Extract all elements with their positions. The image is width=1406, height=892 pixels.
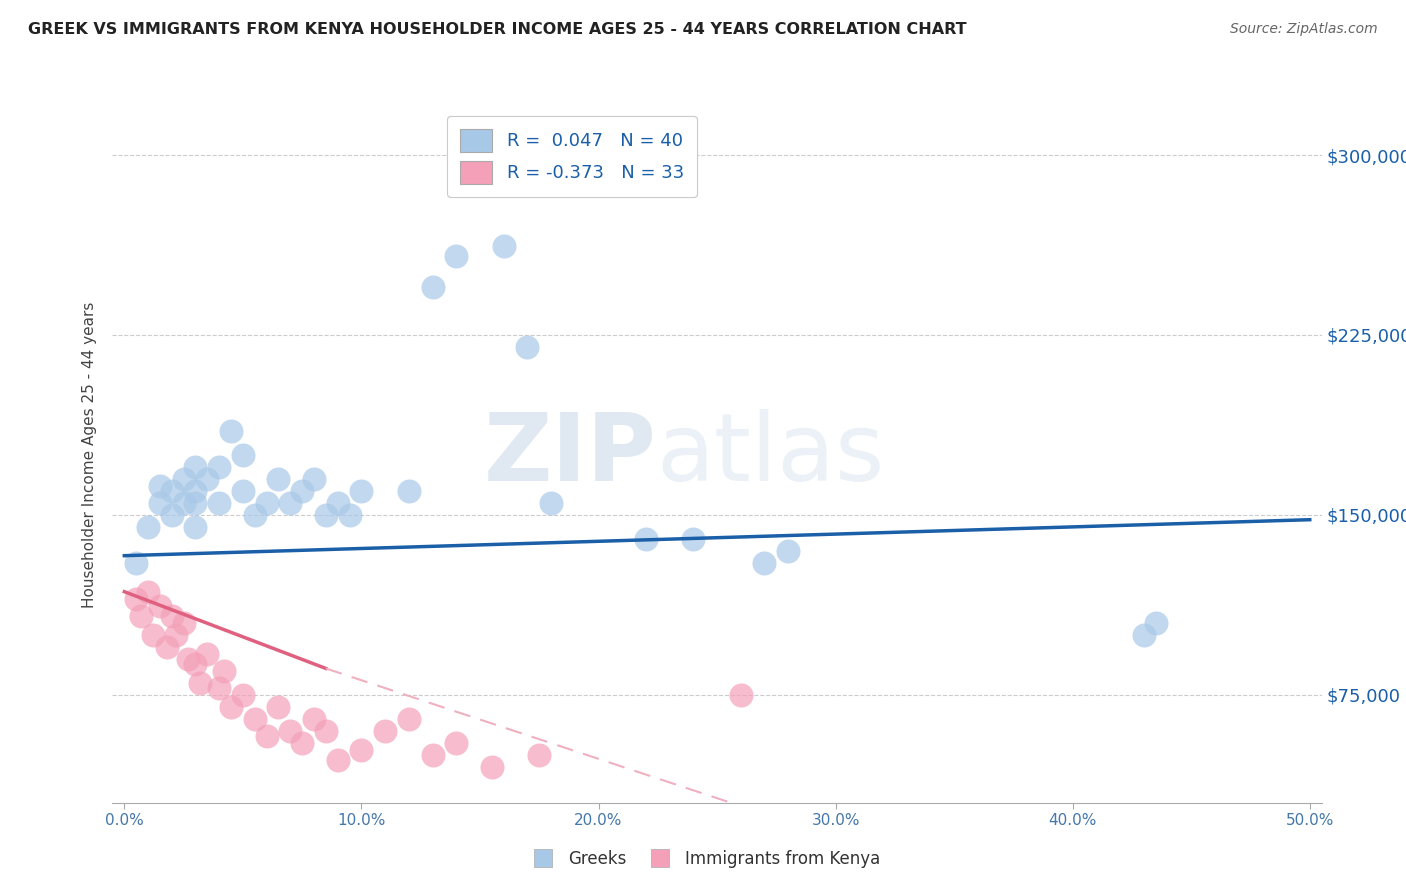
- Point: [149, 479, 172, 493]
- Point: [173, 496, 195, 510]
- Text: GREEK VS IMMIGRANTS FROM KENYA HOUSEHOLDER INCOME AGES 25 - 44 YEARS CORRELATION: GREEK VS IMMIGRANTS FROM KENYA HOUSEHOLD…: [28, 22, 967, 37]
- Point: [173, 615, 195, 630]
- Text: Source: ZipAtlas.com: Source: ZipAtlas.com: [1230, 22, 1378, 37]
- Point: [529, 747, 551, 762]
- Point: [278, 723, 301, 738]
- Point: [267, 699, 290, 714]
- Point: [149, 496, 172, 510]
- Point: [160, 483, 183, 498]
- Point: [516, 340, 538, 354]
- Point: [243, 712, 266, 726]
- Point: [156, 640, 179, 654]
- Point: [184, 520, 207, 534]
- Point: [350, 743, 373, 757]
- Point: [232, 688, 254, 702]
- Point: [219, 699, 242, 714]
- Point: [166, 628, 188, 642]
- Point: [278, 496, 301, 510]
- Point: [422, 747, 444, 762]
- Point: [125, 556, 148, 570]
- Y-axis label: Householder Income Ages 25 - 44 years: Householder Income Ages 25 - 44 years: [82, 301, 97, 608]
- Point: [446, 736, 468, 750]
- Point: [160, 608, 183, 623]
- Legend: Greeks, Immigrants from Kenya: Greeks, Immigrants from Kenya: [520, 844, 886, 875]
- Point: [291, 736, 314, 750]
- Point: [177, 652, 200, 666]
- Point: [184, 483, 207, 498]
- Point: [350, 483, 373, 498]
- Legend: R =  0.047   N = 40, R = -0.373   N = 33: R = 0.047 N = 40, R = -0.373 N = 33: [447, 116, 697, 197]
- Point: [149, 599, 172, 613]
- Point: [125, 591, 148, 606]
- Point: [315, 723, 337, 738]
- Point: [256, 496, 278, 510]
- Point: [398, 483, 420, 498]
- Text: ZIP: ZIP: [484, 409, 657, 501]
- Point: [184, 459, 207, 474]
- Point: [682, 532, 704, 546]
- Point: [302, 712, 325, 726]
- Point: [256, 729, 278, 743]
- Point: [754, 556, 776, 570]
- Point: [195, 472, 218, 486]
- Point: [173, 472, 195, 486]
- Point: [302, 472, 325, 486]
- Point: [243, 508, 266, 522]
- Point: [398, 712, 420, 726]
- Point: [142, 628, 165, 642]
- Point: [730, 688, 752, 702]
- Point: [188, 676, 211, 690]
- Point: [136, 520, 159, 534]
- Point: [195, 647, 218, 661]
- Point: [326, 496, 349, 510]
- Point: [540, 496, 562, 510]
- Point: [481, 760, 503, 774]
- Point: [492, 239, 515, 253]
- Point: [232, 483, 254, 498]
- Point: [208, 459, 231, 474]
- Point: [129, 608, 152, 623]
- Point: [212, 664, 235, 678]
- Point: [446, 249, 468, 263]
- Point: [778, 544, 800, 558]
- Point: [291, 483, 314, 498]
- Point: [374, 723, 396, 738]
- Point: [326, 753, 349, 767]
- Point: [1144, 615, 1167, 630]
- Point: [136, 584, 159, 599]
- Point: [184, 657, 207, 671]
- Point: [219, 424, 242, 438]
- Point: [339, 508, 361, 522]
- Point: [1133, 628, 1156, 642]
- Point: [315, 508, 337, 522]
- Point: [422, 280, 444, 294]
- Point: [267, 472, 290, 486]
- Point: [208, 681, 231, 695]
- Point: [232, 448, 254, 462]
- Point: [208, 496, 231, 510]
- Point: [634, 532, 657, 546]
- Point: [160, 508, 183, 522]
- Text: atlas: atlas: [657, 409, 884, 501]
- Point: [184, 496, 207, 510]
